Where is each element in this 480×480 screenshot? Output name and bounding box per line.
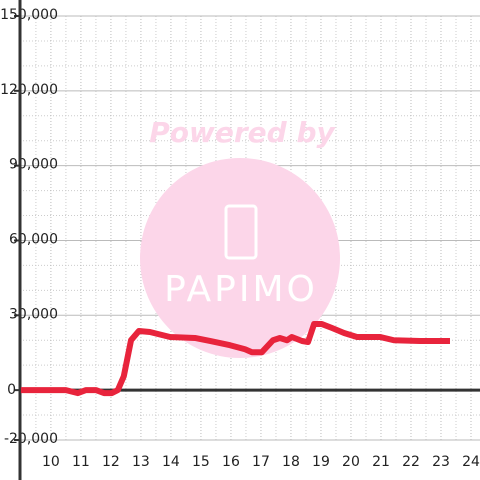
x-tick-label: 23	[432, 454, 450, 470]
x-tick-label: 14	[162, 454, 180, 470]
watermark: Powered by PAPIMO	[140, 116, 340, 358]
x-tick-label: 18	[282, 454, 300, 470]
y-tick-label: 30,000	[9, 306, 58, 322]
x-tick-label: 15	[192, 454, 210, 470]
y-tick-label: 60,000	[9, 231, 58, 247]
x-tick-label: 21	[372, 454, 390, 470]
y-tick-label: 150,000	[0, 7, 58, 23]
data-line	[20, 321, 450, 397]
x-tick-label: 11	[72, 454, 90, 470]
x-tick-label: 10	[42, 454, 60, 470]
y-tick-label: 90,000	[9, 157, 58, 173]
x-tick-label: 20	[342, 454, 360, 470]
x-tick-label: 17	[252, 454, 270, 470]
y-tick-label: 120,000	[0, 82, 58, 98]
y-tick-label: 0	[7, 382, 16, 398]
x-tick-label: 16	[222, 454, 240, 470]
watermark-phone	[224, 204, 258, 260]
x-tick-label: 19	[312, 454, 330, 470]
x-tick-label: 22	[402, 454, 420, 470]
y-tick-label: -20,000	[4, 431, 58, 447]
x-tick-label: 12	[102, 454, 120, 470]
watermark-text: Powered by	[149, 116, 336, 149]
watermark-logo: PAPIMO	[164, 269, 318, 310]
x-tick-label: 13	[132, 454, 150, 470]
x-tick-label: 24	[462, 454, 480, 470]
